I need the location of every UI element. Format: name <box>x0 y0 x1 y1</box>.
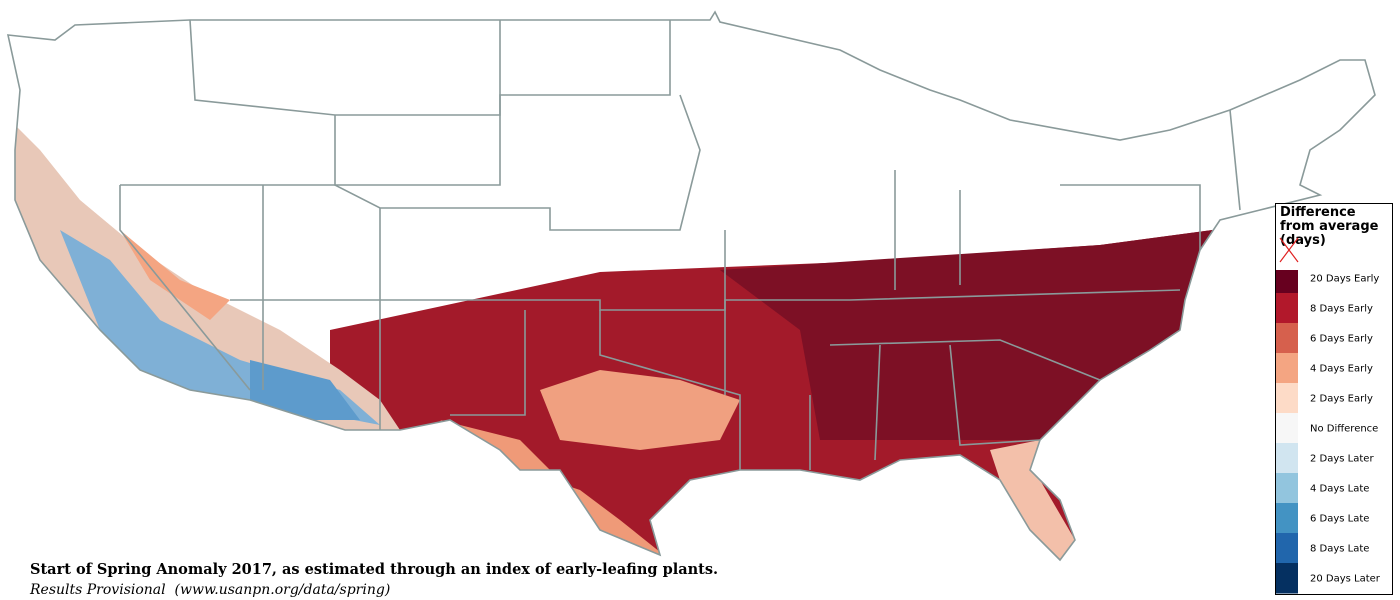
caption: Start of Spring Anomaly 2017, as estimat… <box>30 561 719 578</box>
legend-label: 8 Days Late <box>1310 544 1369 555</box>
legend-label: 8 Days Early <box>1310 304 1373 315</box>
legend-swatch <box>1276 383 1298 414</box>
legend: Difference from average (days) 20 Days E… <box>1275 203 1393 595</box>
legend-swatch <box>1276 353 1298 384</box>
legend-label: 20 Days Later <box>1310 574 1381 585</box>
legend-swatch <box>1276 323 1298 354</box>
legend-swatch <box>1276 413 1298 444</box>
legend-swatch <box>1276 473 1298 504</box>
legend-label: 4 Days Early <box>1310 364 1373 375</box>
legend-swatch <box>1276 503 1298 534</box>
legend-label: 6 Days Late <box>1310 514 1369 525</box>
legend-label: 2 Days Later <box>1310 454 1374 465</box>
legend-label: No Difference <box>1310 424 1378 435</box>
legend-swatch <box>1276 533 1298 564</box>
legend-scale: 20 Days Early 8 Days Early 6 Days Early 4 D… <box>1276 237 1381 594</box>
legend-swatch <box>1276 563 1298 594</box>
legend-swatch <box>1276 443 1298 474</box>
legend-label: 20 Days Early <box>1310 274 1379 285</box>
legend-label: 6 Days Early <box>1310 334 1373 345</box>
legend-swatch <box>1276 293 1298 324</box>
subcaption: Results Provisional (www.usanpn.org/data… <box>30 582 391 598</box>
legend-title: Difference from average (days) <box>1280 205 1379 248</box>
anomaly-layer <box>10 120 1250 560</box>
state-borders <box>7 11 1376 561</box>
legend-swatch <box>1276 270 1298 294</box>
legend-label: 4 Days Late <box>1310 484 1369 495</box>
legend-label: 2 Days Early <box>1310 394 1373 405</box>
